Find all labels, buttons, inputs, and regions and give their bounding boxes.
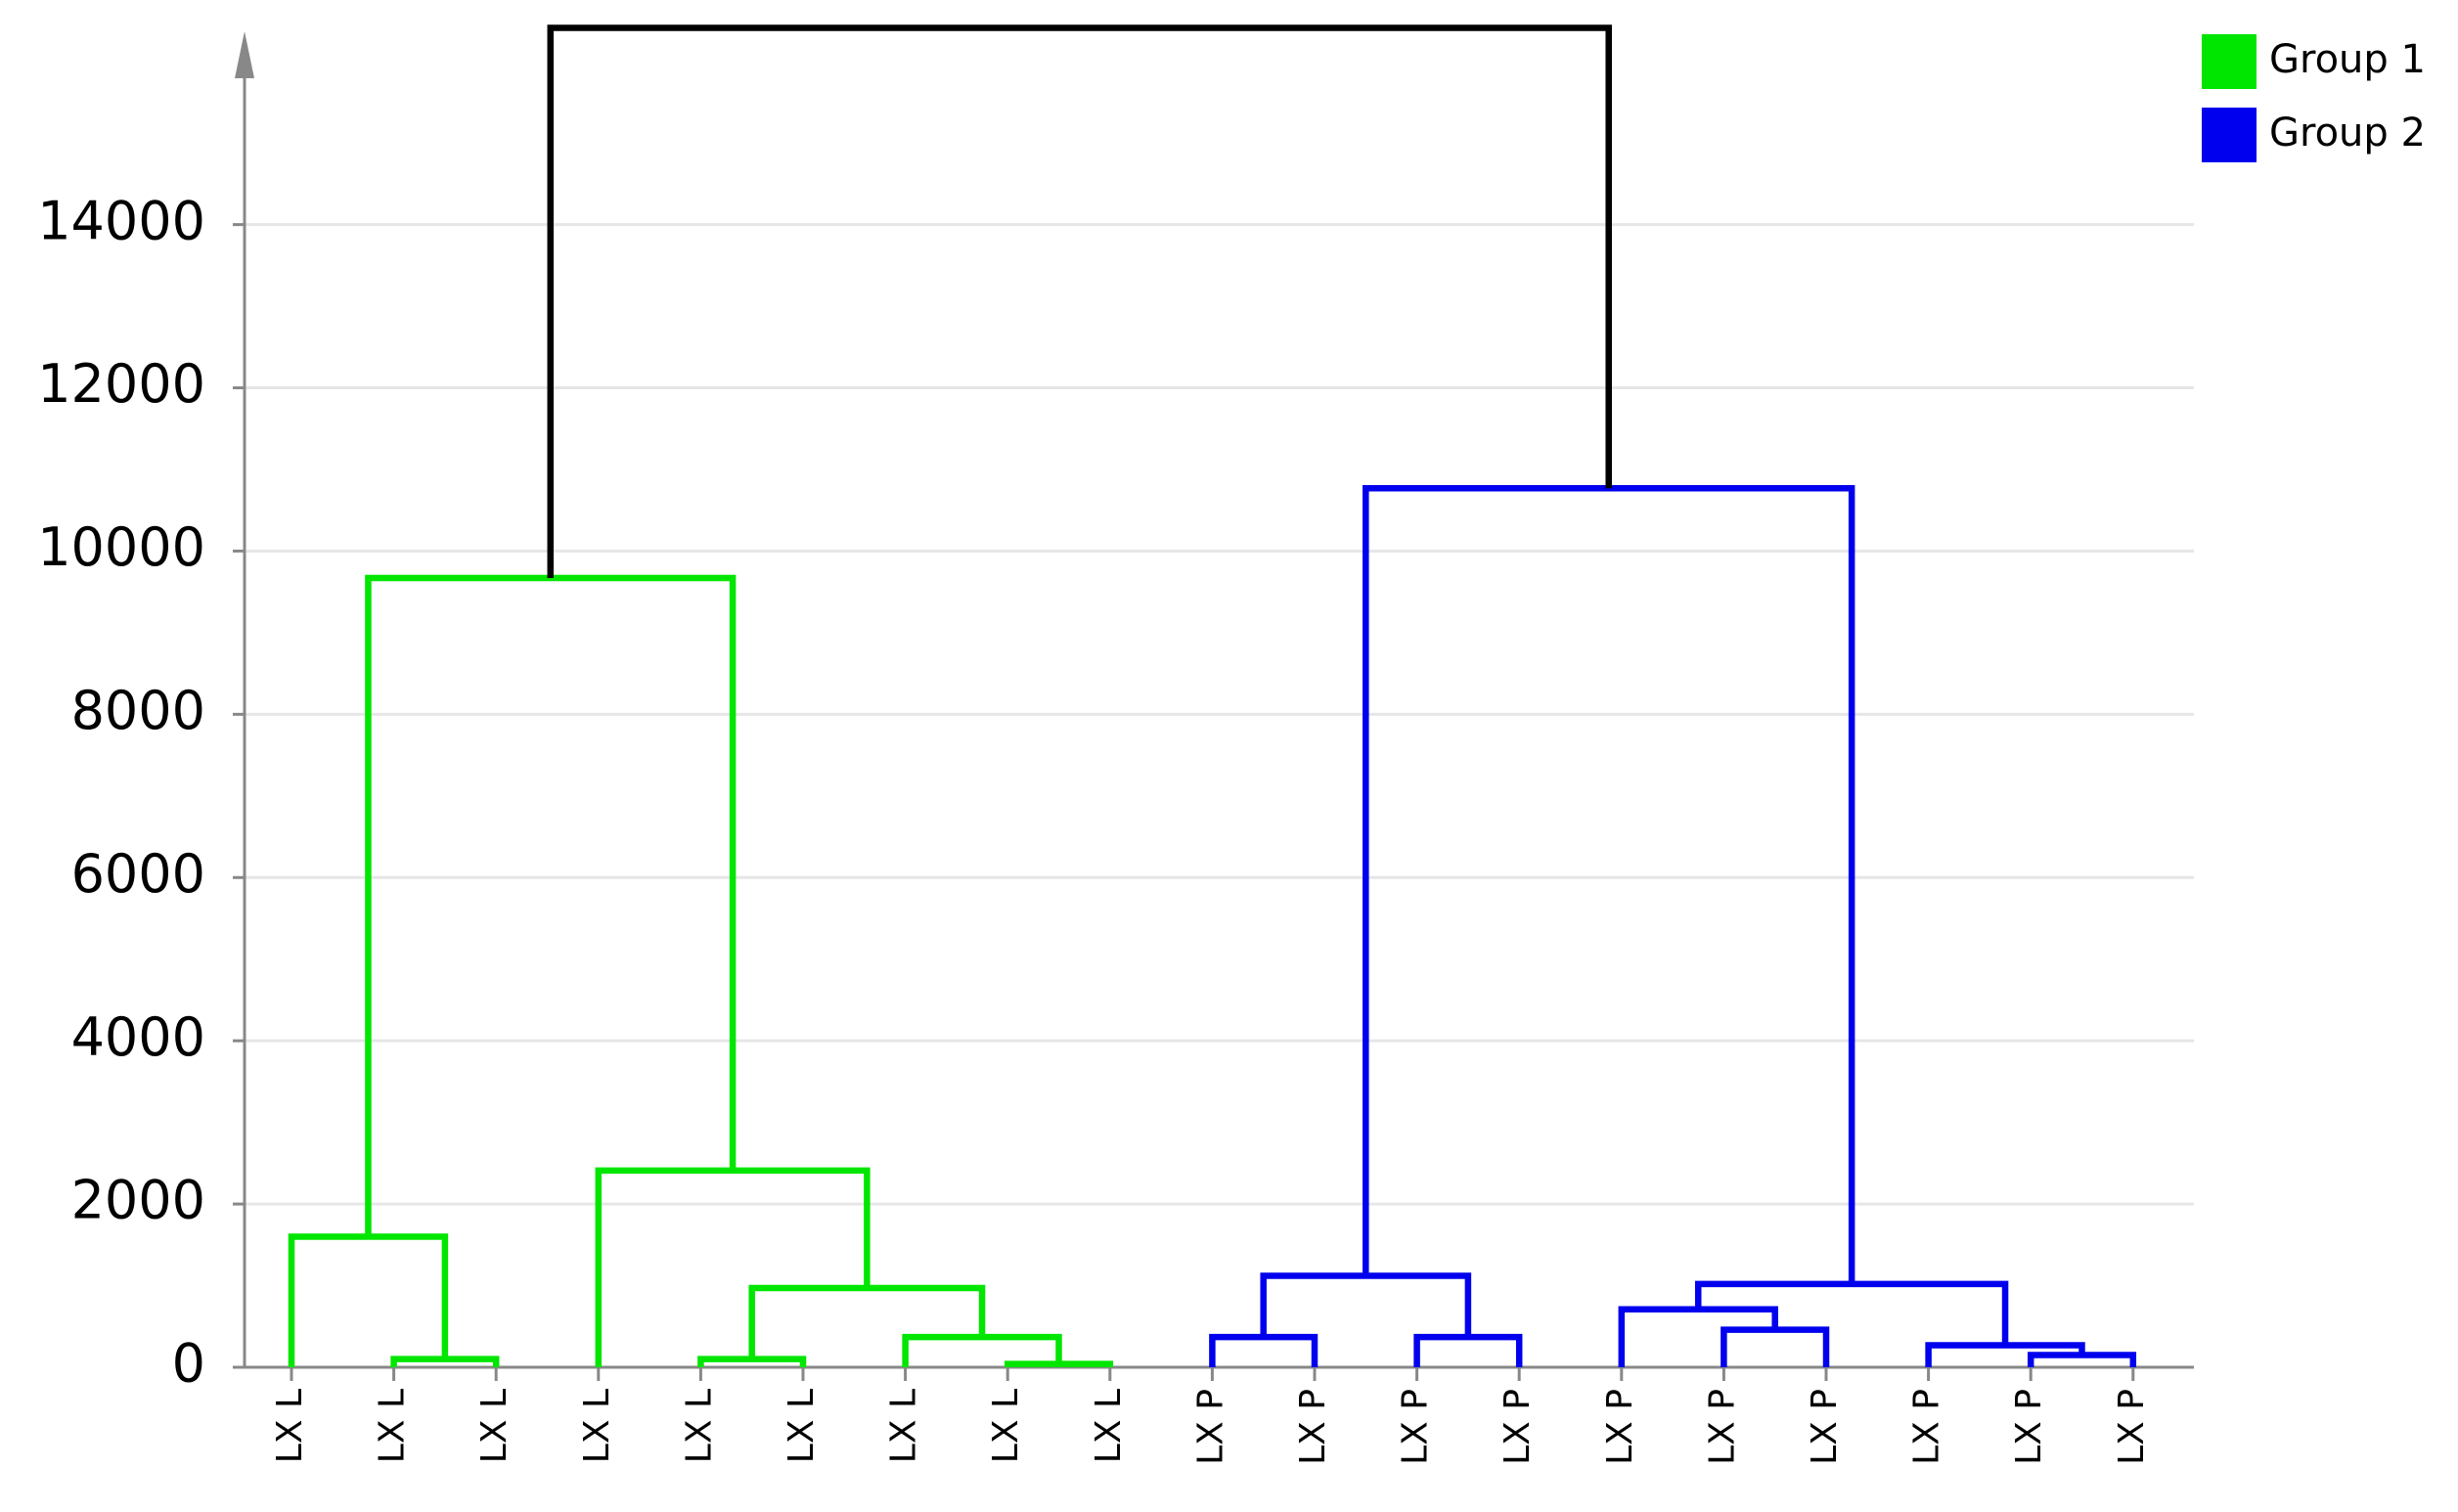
- leaf-label: LX L: [270, 1389, 310, 1463]
- y-tick-label: 8000: [71, 680, 205, 741]
- y-tick-label: 12000: [37, 353, 205, 415]
- leaf-label: LX P: [1805, 1389, 1845, 1465]
- grid: [245, 223, 2194, 1206]
- dendrogram-link: [1618, 1306, 1778, 1367]
- y-tick-label: 2000: [71, 1170, 205, 1231]
- leaf-label: LX P: [1497, 1389, 1538, 1465]
- leaf-label: LX L: [679, 1389, 719, 1463]
- leaf-label: LX L: [577, 1389, 617, 1463]
- y-tick-label: 6000: [71, 843, 205, 905]
- dendrogram-link: [1209, 1333, 1318, 1367]
- leaf-label: LX P: [1190, 1389, 1230, 1465]
- leaf-label: LX P: [1600, 1389, 1640, 1465]
- y-tick-label: 4000: [71, 1006, 205, 1068]
- leaf-label: LX L: [986, 1389, 1026, 1463]
- legend-label: Group 2: [2269, 111, 2426, 156]
- dendrogram-link: [547, 24, 1612, 578]
- y-tick-label: 0: [172, 1333, 205, 1395]
- dendrogram-link: [1413, 1333, 1523, 1367]
- dendrogram-link: [1363, 484, 1855, 1284]
- legend-swatch: [2202, 34, 2257, 89]
- y-axis-arrow: [235, 31, 254, 78]
- leaf-label: LX L: [373, 1389, 413, 1463]
- y-tick-label: 14000: [37, 190, 205, 251]
- leaf-label: LX L: [1089, 1389, 1129, 1463]
- leaf-label: LX P: [2112, 1389, 2152, 1465]
- leaf-label: LX L: [474, 1389, 514, 1463]
- leaf-label: LX L: [884, 1389, 924, 1463]
- leaf-label: LX P: [2009, 1389, 2049, 1465]
- dendrogram-link: [748, 1284, 986, 1359]
- dendrogram-link: [2027, 1352, 2137, 1367]
- leaf-label: LX P: [1907, 1389, 1947, 1465]
- dendrogram-link: [1925, 1342, 2085, 1367]
- dendrogram-link: [1004, 1360, 1114, 1367]
- y-tick-label: 10000: [37, 516, 205, 578]
- leaf-label: LX P: [1293, 1389, 1333, 1465]
- dendrogram-link: [365, 574, 737, 1237]
- legend-swatch: [2202, 108, 2257, 162]
- leaf-label: LX P: [1396, 1389, 1436, 1465]
- legend-label: Group 1: [2269, 37, 2426, 82]
- dendrogram-link: [1721, 1326, 1830, 1367]
- leaf-label: LX L: [782, 1389, 822, 1463]
- dendrogram-link: [1260, 1272, 1472, 1338]
- dendrogram-link: [288, 1233, 449, 1367]
- dendrogram-link: [1695, 1280, 2009, 1346]
- leaf-label: LX P: [1702, 1389, 1742, 1465]
- dendrogram-link: [595, 1167, 871, 1367]
